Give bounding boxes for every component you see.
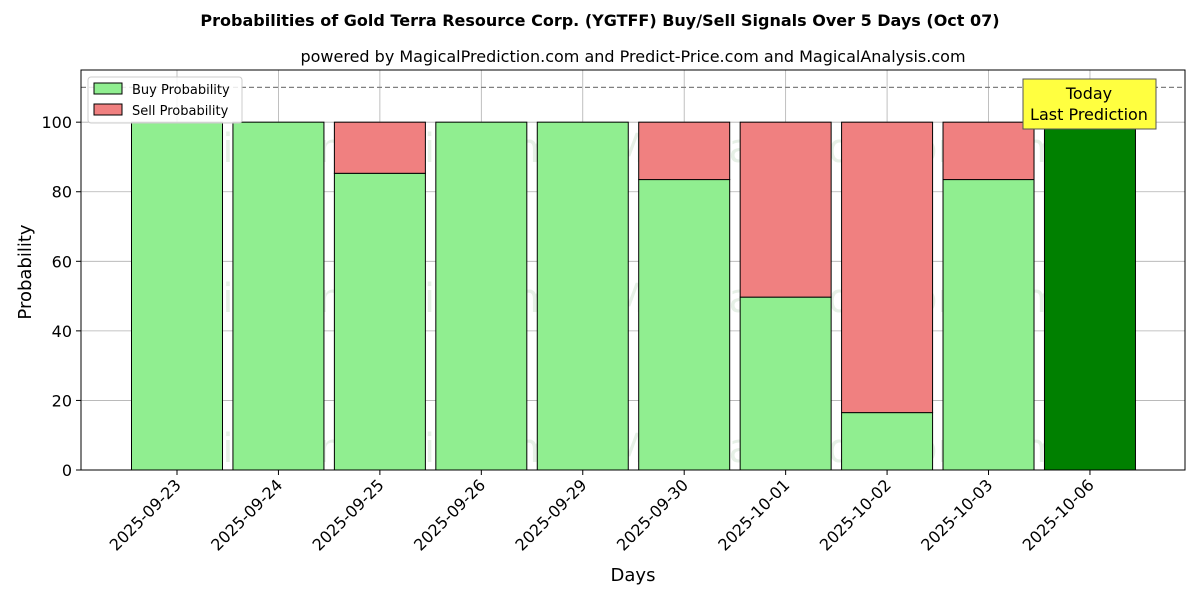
sell-bar <box>638 121 731 181</box>
annotation-text: Last Prediction <box>1030 105 1148 124</box>
today-annotation: Today Last Prediction <box>1022 78 1157 130</box>
y-tick-label: 0 <box>62 461 72 480</box>
x-tick-label: 2025-09-25 <box>309 475 388 554</box>
buy-bar <box>435 121 528 471</box>
x-tick-label: 2025-10-03 <box>917 475 996 554</box>
buy-bar <box>232 121 325 471</box>
buy-bar <box>333 172 426 471</box>
legend-label: Sell Probability <box>132 104 229 119</box>
chart-subtitle: powered by MagicalPrediction.com and Pre… <box>300 47 965 66</box>
chart-title: Probabilities of Gold Terra Resource Cor… <box>200 11 999 30</box>
buy-bar <box>536 121 629 471</box>
y-axis-label: Probability <box>15 224 36 319</box>
x-tick-label: 2025-09-29 <box>511 475 590 554</box>
annotation-box <box>1022 78 1157 130</box>
y-tick-label: 20 <box>52 391 72 410</box>
buy-bar <box>1043 121 1136 471</box>
y-tick-label: 100 <box>41 113 72 132</box>
plot-frame <box>80 69 1186 471</box>
buy-bar <box>841 412 934 471</box>
legend-swatch <box>93 82 123 95</box>
buy-bar <box>638 179 731 471</box>
legend-swatch <box>93 103 123 116</box>
sell-bar <box>333 121 426 174</box>
buy-bar <box>942 179 1035 471</box>
y-tick-label: 60 <box>52 252 72 271</box>
bars <box>81 86 1185 471</box>
legend: Buy Probability Sell Probability <box>87 76 243 124</box>
sell-bar <box>841 121 934 414</box>
sell-bar <box>942 121 1035 181</box>
x-tick-label: 2025-10-06 <box>1019 475 1098 554</box>
buy-bar <box>739 296 832 471</box>
x-tick-label: 2025-09-30 <box>613 475 692 554</box>
x-tick-label: 2025-09-24 <box>207 475 286 554</box>
y-tick-label: 80 <box>52 183 72 202</box>
annotation-text: Today <box>1065 84 1112 103</box>
sell-bar <box>739 121 832 298</box>
x-tick-label: 2025-10-02 <box>816 475 895 554</box>
y-tick-label: 40 <box>52 322 72 341</box>
x-tick-label: 2025-09-23 <box>106 475 185 554</box>
legend-box <box>87 76 243 124</box>
legend-label: Buy Probability <box>132 83 230 98</box>
x-tick-label: 2025-09-26 <box>410 475 489 554</box>
x-axis-label: Days <box>611 565 656 586</box>
buy-bar <box>131 121 223 471</box>
x-tick-label: 2025-10-01 <box>714 475 793 554</box>
